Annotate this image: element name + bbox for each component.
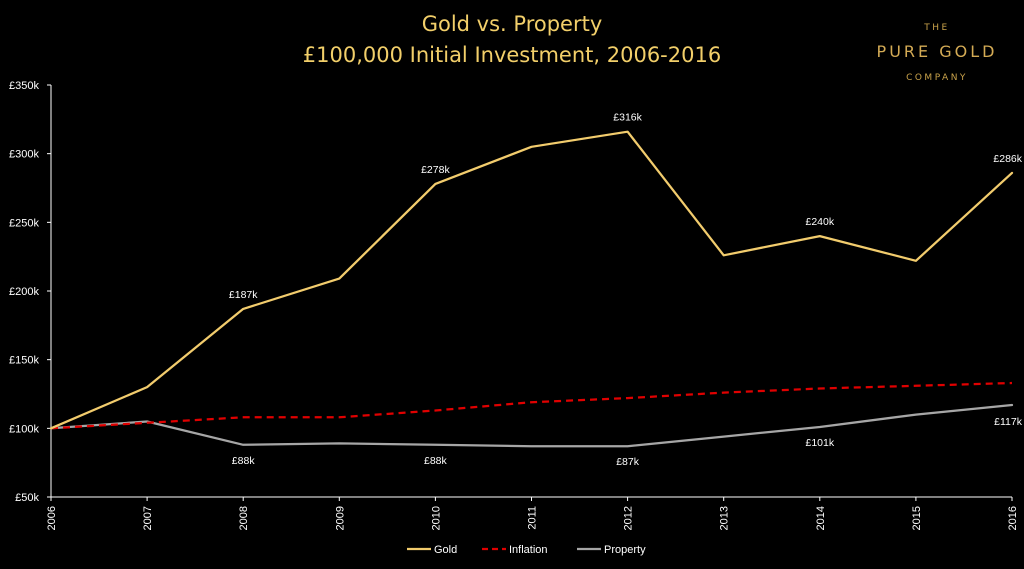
data-label-gold: £278k [421, 164, 450, 176]
legend-label: Inflation [509, 544, 548, 556]
y-tick-label: £250k [9, 217, 39, 229]
data-label-gold: £316k [613, 112, 642, 124]
data-label-property: £101k [805, 437, 834, 449]
series-line-inflation [50, 381, 1013, 430]
x-tick-label: 2010 [430, 506, 442, 530]
data-label-property: £88k [424, 455, 448, 467]
legend-label: Gold [434, 544, 457, 556]
x-tick-label: 2014 [815, 506, 827, 530]
y-tick-label: £150k [9, 355, 39, 367]
x-tick-label: 2009 [334, 506, 346, 530]
legend-label: Property [604, 544, 646, 556]
y-tick-label: £300k [9, 149, 39, 161]
x-tick-label: 2012 [623, 506, 635, 530]
y-tick-label: £50k [15, 492, 39, 504]
chart-title: Gold vs. Property [422, 12, 603, 36]
chart-legend: Gold Inflation Property [407, 544, 646, 556]
x-tick-label: 2006 [46, 506, 58, 530]
logo-main-text: PURE GOLD [877, 42, 998, 61]
legend-item-gold: Gold [407, 544, 457, 556]
legend-item-inflation: Inflation [482, 544, 548, 556]
chart-series [49, 130, 1014, 448]
x-tick-label: 2016 [1007, 506, 1019, 530]
chart-axes: £50k £100k £150k £200k £250k £300k £350k 2006 20… [9, 80, 1019, 530]
data-label-gold: £286k [993, 153, 1022, 165]
logo-top-text: THE [923, 23, 949, 33]
data-label-property: £87k [616, 456, 640, 468]
y-tick-label: £100k [9, 423, 39, 435]
y-tick-label: £200k [9, 286, 39, 298]
x-tick-label: 2015 [911, 506, 923, 530]
x-tick-label: 2013 [719, 506, 731, 530]
y-tick-label: £350k [9, 80, 39, 92]
series-line-gold [49, 130, 1014, 430]
company-logo: THE PURE GOLD COMPANY [877, 23, 998, 83]
data-label-property: £88k [232, 455, 256, 467]
logo-bottom-text: COMPANY [906, 73, 968, 83]
data-label-gold: £187k [229, 289, 258, 301]
x-tick-label: 2011 [527, 506, 539, 530]
x-tick-label: 2007 [142, 506, 154, 530]
data-label-gold: £240k [805, 216, 834, 228]
chart-subtitle: £100,000 Initial Investment, 2006-2016 [303, 43, 721, 67]
legend-item-property: Property [577, 544, 646, 556]
chart-data-labels: £187k £278k £316k £240k £286k £88k £88k £87k £10… [229, 112, 1023, 468]
x-tick-label: 2008 [238, 506, 250, 530]
series-line-property [49, 403, 1014, 448]
data-label-property: £117k [994, 416, 1023, 428]
